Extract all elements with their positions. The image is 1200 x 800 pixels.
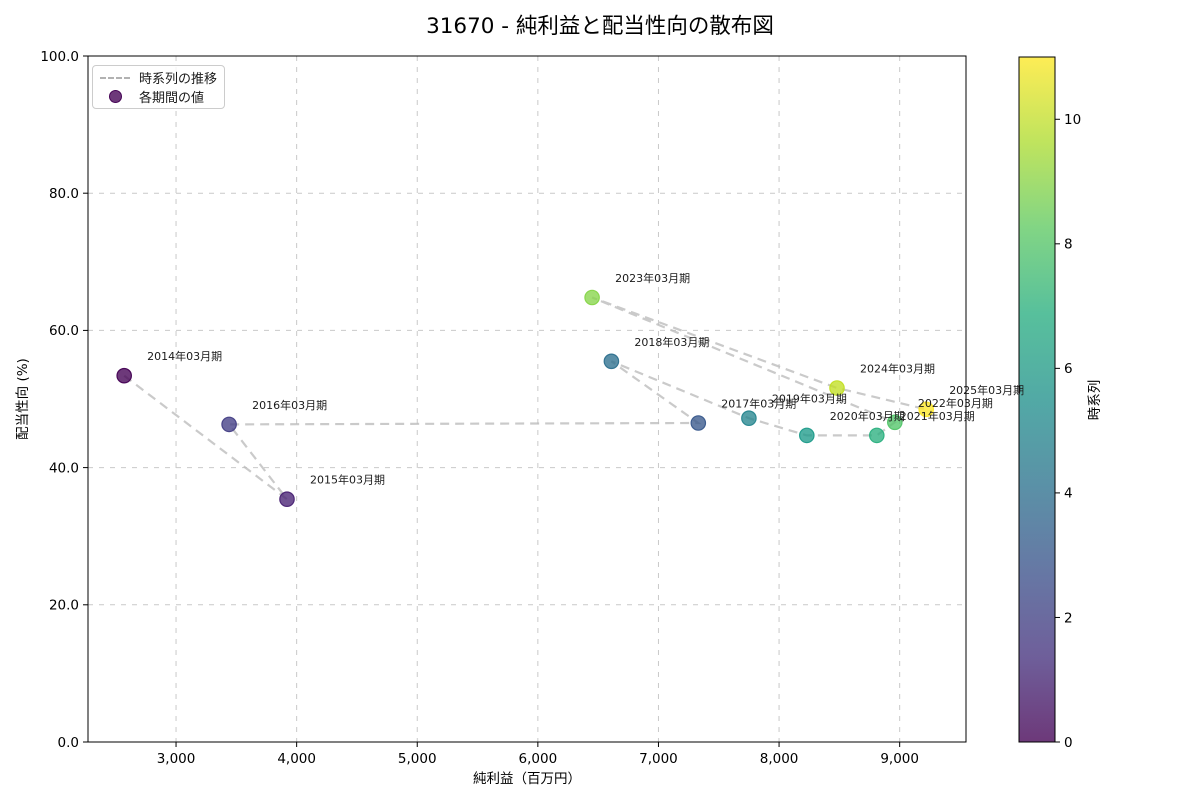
point-annotation: 2014年03月期 xyxy=(147,349,222,363)
point-annotation: 2018年03月期 xyxy=(634,335,709,349)
data-point xyxy=(798,427,815,444)
y-axis-label: 配当性向 (%) xyxy=(15,358,31,440)
data-point xyxy=(829,380,845,396)
legend: 時系列の推移 各期間の値 xyxy=(92,65,225,109)
point-annotation: 2024年03月期 xyxy=(860,362,935,376)
data-point xyxy=(741,410,757,426)
chart-title: 31670 - 純利益と配当性向の散布図 xyxy=(426,14,774,39)
y-tick-label: 0.0 xyxy=(58,735,79,751)
legend-item-trend-line: 時系列の推移 xyxy=(99,68,218,87)
data-point xyxy=(868,427,885,444)
colorbar-label: 時系列 xyxy=(1087,379,1103,421)
x-tick-label: 7,000 xyxy=(639,751,678,767)
point-annotation: 2017年03月期 xyxy=(721,397,796,411)
x-tick-label: 6,000 xyxy=(519,751,558,767)
point-annotation: 2019年03月期 xyxy=(772,392,847,406)
point-annotation: 2020年03月期 xyxy=(830,409,905,423)
data-point xyxy=(886,414,903,431)
point-annotation: 2025年03月期 xyxy=(949,383,1024,397)
colorbar xyxy=(1019,57,1055,742)
colorbar-outline xyxy=(1018,56,1056,743)
y-tick-label: 20.0 xyxy=(49,598,79,614)
x-axis-label: 純利益（百万円） xyxy=(473,771,581,787)
point-annotation: 2021年03月期 xyxy=(900,409,975,423)
trend-line xyxy=(123,296,927,501)
legend-item-period-values: 各期間の値 xyxy=(99,87,218,106)
y-tick-label: 40.0 xyxy=(49,460,79,476)
plot-border xyxy=(87,55,967,743)
data-point xyxy=(690,415,707,431)
data-point xyxy=(584,289,600,306)
scatter-marker-icon xyxy=(108,90,122,103)
legend-swatch xyxy=(99,90,131,103)
colorbar-tick-label: 0 xyxy=(1064,735,1073,751)
dashed-line-icon xyxy=(100,76,130,79)
point-annotation: 2023年03月期 xyxy=(615,271,690,285)
data-point xyxy=(221,416,237,433)
colorbar-tick-label: 6 xyxy=(1064,361,1073,377)
data-point xyxy=(918,401,934,418)
y-tick-label: 80.0 xyxy=(49,186,79,202)
y-tick-label: 60.0 xyxy=(49,323,79,339)
colorbar-tick-label: 2 xyxy=(1064,610,1073,626)
data-point xyxy=(116,367,132,384)
point-annotation: 2015年03月期 xyxy=(310,473,385,487)
point-annotation: 2016年03月期 xyxy=(252,398,327,412)
legend-label-values: 各期間の値 xyxy=(139,91,205,106)
data-point xyxy=(279,491,295,507)
x-tick-label: 3,000 xyxy=(157,751,196,767)
x-tick-label: 9,000 xyxy=(880,751,919,767)
y-tick-label: 100.0 xyxy=(40,49,79,65)
x-tick-label: 8,000 xyxy=(760,751,799,767)
x-tick-label: 4,000 xyxy=(277,751,316,767)
legend-label-trend: 時系列の推移 xyxy=(139,72,218,87)
data-point xyxy=(603,353,620,370)
colorbar-tick-label: 4 xyxy=(1064,486,1073,502)
colorbar-tick-label: 8 xyxy=(1064,237,1073,253)
x-tick-label: 5,000 xyxy=(398,751,437,767)
legend-swatch xyxy=(99,76,131,79)
point-annotation: 2022年03月期 xyxy=(918,396,993,410)
colorbar-tick-label: 10 xyxy=(1064,112,1081,128)
